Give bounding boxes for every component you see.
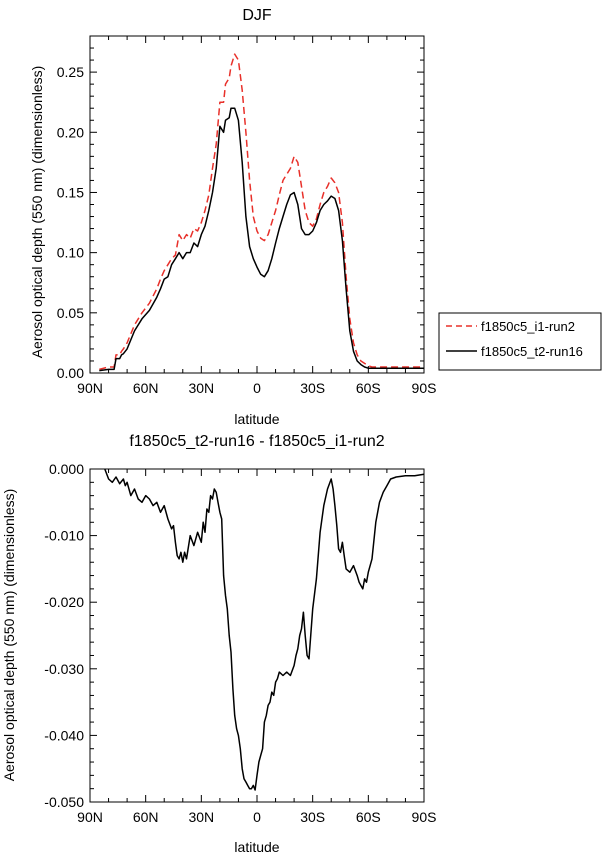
- top-x-tick-label: 0: [253, 380, 261, 396]
- top-y-tick-label: 0.15: [57, 184, 84, 200]
- top-y-tick-label: 0.10: [57, 245, 84, 261]
- top-x-tick-label: 30N: [188, 380, 214, 396]
- top-y-tick-label: 0.20: [57, 124, 84, 140]
- legend-label-series-1: f1850c5_i1-run2: [481, 319, 575, 334]
- top-y-tick-label: 0.05: [57, 305, 84, 321]
- bottom-x-tick-label: 90N: [77, 809, 103, 825]
- bottom-x-axis-label: latitude: [234, 839, 279, 855]
- bottom-x-tick-label: 60N: [133, 809, 159, 825]
- top-series-line-1: [99, 53, 424, 371]
- top-chart-title: DJF: [242, 7, 272, 24]
- bottom-y-tick-label: -0.040: [44, 727, 84, 743]
- top-x-axis-ticks: 90N 60N 30N 0 30S 60S 90S: [77, 36, 436, 396]
- top-series-line-2: [99, 107, 424, 372]
- bottom-y-axis-ticks: 0.000 -0.010 -0.020 -0.030 -0.040 -0.050: [44, 461, 424, 810]
- top-x-tick-label: 30S: [300, 380, 325, 396]
- top-y-axis-ticks: 0.00 0.05 0.10 0.15 0.20 0.25: [57, 35, 424, 381]
- top-panel: DJF 90N 60N 30N 0 30S 60S 90S 0.00 0.05 0.10 0.15…: [29, 7, 602, 427]
- top-plot-area: 90N 60N 30N 0 30S 60S 90S 0.00 0.05 0.10 0.15 0.20…: [57, 35, 436, 396]
- legend: f1850c5_i1-run2 f1850c5_t2-run16: [438, 312, 602, 371]
- bottom-y-tick-label: -0.050: [44, 794, 84, 810]
- bottom-x-tick-label: 30N: [188, 809, 214, 825]
- top-y-tick-label: 0.25: [57, 64, 84, 80]
- bottom-y-tick-label: -0.010: [44, 528, 84, 544]
- legend-label-series-2: f1850c5_t2-run16: [481, 344, 583, 359]
- bottom-series-line-1: [104, 468, 425, 791]
- bottom-y-axis-label: Aerosol optical depth (550 nm) (dimensio…: [1, 489, 17, 782]
- bottom-x-tick-label: 90S: [412, 809, 437, 825]
- bottom-x-tick-label: 60S: [356, 809, 381, 825]
- bottom-y-tick-label: 0.000: [49, 461, 84, 477]
- top-y-tick-label: 0.00: [57, 365, 84, 381]
- top-x-tick-label: 90S: [412, 380, 437, 396]
- bottom-x-tick-label: 30S: [300, 809, 325, 825]
- top-x-tick-label: 60S: [356, 380, 381, 396]
- bottom-y-tick-label: -0.020: [44, 594, 84, 610]
- top-x-tick-label: 90N: [77, 380, 103, 396]
- bottom-panel: f1850c5_t2-run16 - f1850c5_i1-run2 90N 60…: [1, 433, 436, 855]
- legend-box: [438, 312, 602, 371]
- bottom-y-tick-label: -0.030: [44, 661, 84, 677]
- bottom-plot-area: 90N 60N 30N 0 30S 60S 90S 0.000 -0.010 -0.020 -0.…: [44, 461, 436, 825]
- bottom-chart-title: f1850c5_t2-run16 - f1850c5_i1-run2: [129, 433, 384, 450]
- bottom-plot-frame: [89, 468, 425, 803]
- bottom-x-tick-label: 0: [253, 809, 261, 825]
- bottom-x-axis-ticks: 90N 60N 30N 0 30S 60S 90S: [77, 469, 436, 825]
- top-x-axis-label: latitude: [234, 411, 279, 427]
- top-y-axis-label: Aerosol optical depth (550 nm) (dimensio…: [29, 66, 45, 359]
- top-x-tick-label: 60N: [133, 380, 159, 396]
- bottom-series-group: [104, 468, 425, 791]
- top-series-group: [99, 53, 424, 372]
